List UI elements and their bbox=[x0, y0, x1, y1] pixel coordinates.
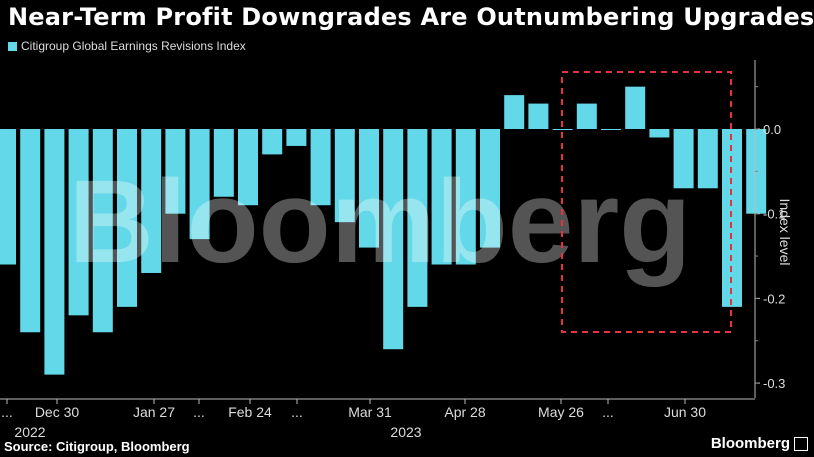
bar bbox=[649, 129, 670, 138]
x-tick-label: ... bbox=[193, 404, 205, 420]
bar bbox=[334, 129, 355, 223]
bar bbox=[504, 95, 525, 129]
bar bbox=[552, 129, 573, 130]
bar bbox=[722, 129, 742, 307]
bar bbox=[238, 129, 258, 206]
source-note: Source: Citigroup, Bloomberg bbox=[4, 439, 190, 454]
bar bbox=[576, 103, 597, 129]
bar bbox=[286, 129, 307, 146]
year-label: 2023 bbox=[390, 424, 421, 440]
chart-title: Near-Term Profit Downgrades Are Outnumbe… bbox=[8, 3, 814, 31]
bar bbox=[455, 129, 476, 265]
bar bbox=[480, 129, 500, 248]
x-tick-label: Mar 31 bbox=[348, 404, 392, 420]
year-label: 2022 bbox=[14, 424, 45, 440]
bar bbox=[68, 129, 89, 316]
bar bbox=[44, 129, 65, 375]
bar bbox=[359, 129, 379, 248]
x-tick-label: Jun 30 bbox=[664, 404, 706, 420]
bar bbox=[165, 129, 186, 214]
bar bbox=[310, 129, 331, 206]
y-tick-label: -0.1 bbox=[763, 207, 785, 222]
brand-logo: Bloomberg bbox=[711, 435, 808, 452]
bar bbox=[431, 129, 452, 265]
x-tick-label: ... bbox=[602, 404, 614, 420]
bar bbox=[383, 129, 404, 350]
bar bbox=[601, 129, 621, 130]
y-tick-label: 0.0 bbox=[763, 122, 781, 137]
y-tick-label: -0.3 bbox=[763, 376, 785, 391]
x-tick-label: Apr 28 bbox=[444, 404, 485, 420]
bar bbox=[189, 129, 210, 240]
bar bbox=[673, 129, 694, 189]
y-tick-label: -0.2 bbox=[763, 291, 785, 306]
bar bbox=[117, 129, 137, 307]
legend: Citigroup Global Earnings Revisions Inde… bbox=[8, 39, 246, 53]
watermark: Bloomberg bbox=[69, 156, 692, 288]
bar bbox=[625, 86, 646, 129]
bar bbox=[141, 129, 162, 273]
bar bbox=[213, 129, 234, 197]
highlight-box bbox=[561, 71, 732, 333]
bar bbox=[697, 129, 718, 189]
x-tick-label: May 26 bbox=[538, 404, 584, 420]
x-tick-label: Feb 24 bbox=[228, 404, 272, 420]
chart-icon bbox=[794, 436, 808, 451]
bar bbox=[20, 129, 41, 333]
legend-label: Citigroup Global Earnings Revisions Inde… bbox=[21, 39, 246, 53]
bar bbox=[407, 129, 428, 307]
x-tick-label: ... bbox=[291, 404, 303, 420]
bar bbox=[0, 129, 16, 265]
brand-text: Bloomberg bbox=[710, 435, 790, 452]
x-tick-label: Jan 27 bbox=[133, 404, 175, 420]
x-tick-label: Dec 30 bbox=[35, 404, 80, 420]
x-tick-label: ... bbox=[1, 404, 13, 420]
y-axis-label: Index level bbox=[777, 198, 793, 266]
legend-swatch bbox=[8, 41, 17, 51]
bar bbox=[92, 129, 113, 333]
bar bbox=[262, 129, 283, 155]
bar bbox=[528, 103, 549, 129]
